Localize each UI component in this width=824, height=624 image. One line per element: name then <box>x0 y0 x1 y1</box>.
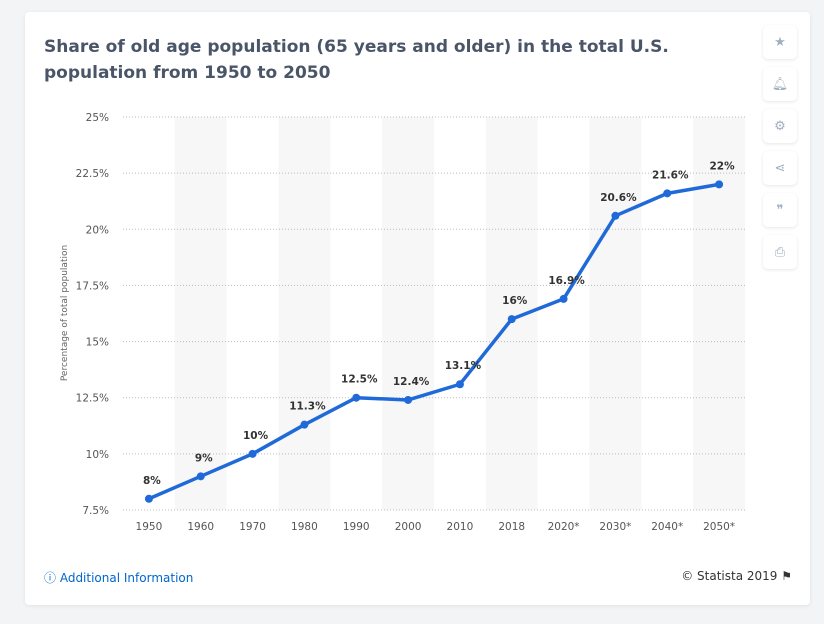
data-point <box>559 294 568 303</box>
data-label: 20.6% <box>600 192 637 204</box>
column-band <box>278 117 331 510</box>
data-point <box>144 494 153 503</box>
x-tick-label: 1990 <box>343 521 370 533</box>
data-point <box>248 449 257 458</box>
share-icon: ⋖ <box>774 160 786 176</box>
star-button[interactable]: ★ <box>763 25 797 59</box>
y-tick-label: 17.5% <box>76 280 109 292</box>
data-label: 22% <box>710 160 736 172</box>
chart-title: Share of old age population (65 years an… <box>44 37 669 83</box>
column-band <box>174 117 227 510</box>
x-tick-label: 1970 <box>239 521 266 533</box>
data-label: 8% <box>143 475 161 487</box>
data-label: 9% <box>195 452 213 464</box>
column-band <box>382 117 434 510</box>
data-point <box>196 472 205 481</box>
series-line <box>148 182 720 501</box>
bell-button[interactable]: 🔔︎ <box>763 67 797 101</box>
quote-icon: ❞ <box>776 202 784 218</box>
y-tick-label: 15% <box>86 337 109 349</box>
data-label: 11.3% <box>289 401 326 413</box>
x-tick-label: 1960 <box>187 521 214 533</box>
column-band <box>693 117 745 510</box>
x-tick-label: 2030* <box>599 521 631 533</box>
additional-information-link[interactable]: ⓘ Additional Information <box>44 571 194 585</box>
data-point <box>611 211 620 220</box>
y-tick-label: 10% <box>86 449 109 461</box>
y-tick-label: 25% <box>86 112 109 124</box>
x-tick-label: 1980 <box>291 521 318 533</box>
column-band <box>589 117 642 510</box>
quote-button[interactable]: ❞ <box>763 193 797 227</box>
print-button[interactable]: ⎙ <box>763 235 797 269</box>
data-point <box>352 393 361 402</box>
x-tick-label: 1950 <box>136 521 163 533</box>
data-point <box>715 180 724 189</box>
x-tick-label: 2040* <box>651 521 683 533</box>
data-label: 16.9% <box>548 275 585 287</box>
data-point <box>507 315 516 324</box>
data-label: 16% <box>502 295 528 307</box>
x-tick-label: 2018 <box>498 521 525 533</box>
data-label: 13.1% <box>445 360 482 372</box>
data-point <box>404 395 413 404</box>
y-tick-label: 20% <box>86 224 109 236</box>
share-button[interactable]: ⋖ <box>763 151 797 185</box>
y-tick-label: 22.5% <box>76 168 109 180</box>
x-tick-label: 2000 <box>395 521 422 533</box>
data-point <box>455 380 464 389</box>
gear-button[interactable]: ⚙ <box>763 109 797 143</box>
flag-icon: ⚑ <box>781 569 792 583</box>
toolbar: ★ 🔔︎ ⚙ ⋖ ❞ ⎙ <box>763 25 797 277</box>
data-point <box>663 189 672 198</box>
data-label: 12.5% <box>341 374 378 386</box>
gear-icon: ⚙ <box>774 118 786 134</box>
data-label: 12.4% <box>393 376 430 388</box>
bell-icon: 🔔︎ <box>771 76 789 92</box>
star-icon: ★ <box>774 34 786 50</box>
y-axis-label: Percentage of total population <box>60 245 70 381</box>
data-label: 10% <box>243 430 269 442</box>
print-icon: ⎙ <box>774 244 786 260</box>
data-label: 21.6% <box>652 169 689 181</box>
x-tick-label: 2020* <box>548 521 580 533</box>
info-icon: ⓘ <box>44 571 60 585</box>
copyright: © Statista 2019 ⚑ <box>681 569 792 583</box>
y-tick-label: 7.5% <box>82 505 109 517</box>
x-tick-label: 2050* <box>703 521 735 533</box>
x-tick-label: 2010 <box>447 521 474 533</box>
data-point <box>300 420 309 429</box>
y-tick-label: 12.5% <box>76 393 109 405</box>
